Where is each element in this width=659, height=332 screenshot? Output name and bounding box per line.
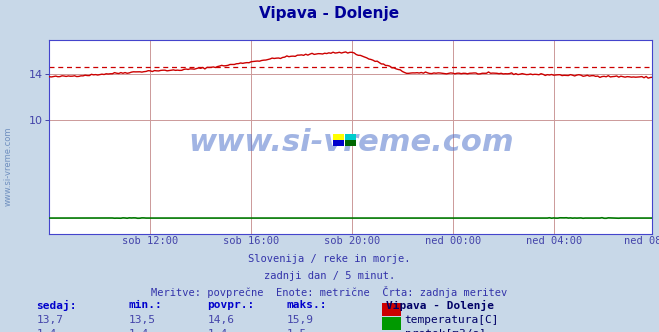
Text: www.si-vreme.com: www.si-vreme.com bbox=[4, 126, 13, 206]
Text: sob 16:00: sob 16:00 bbox=[223, 236, 279, 246]
Text: 13,7: 13,7 bbox=[36, 315, 63, 325]
Text: pretok[m3/s]: pretok[m3/s] bbox=[405, 329, 486, 332]
Text: ned 00:00: ned 00:00 bbox=[424, 236, 481, 246]
Text: sob 12:00: sob 12:00 bbox=[122, 236, 179, 246]
Text: 13,5: 13,5 bbox=[129, 315, 156, 325]
Text: Meritve: povprečne  Enote: metrične  Črta: zadnja meritev: Meritve: povprečne Enote: metrične Črta:… bbox=[152, 286, 507, 297]
Text: Vipava - Dolenje: Vipava - Dolenje bbox=[260, 6, 399, 21]
Text: povpr.:: povpr.: bbox=[208, 300, 255, 310]
Text: maks.:: maks.: bbox=[287, 300, 327, 310]
Text: 15,9: 15,9 bbox=[287, 315, 314, 325]
Text: ned 04:00: ned 04:00 bbox=[525, 236, 582, 246]
Text: 14,6: 14,6 bbox=[208, 315, 235, 325]
Text: Slovenija / reke in morje.: Slovenija / reke in morje. bbox=[248, 254, 411, 264]
Text: 1,4: 1,4 bbox=[129, 329, 149, 332]
Text: zadnji dan / 5 minut.: zadnji dan / 5 minut. bbox=[264, 271, 395, 281]
Text: 1,5: 1,5 bbox=[287, 329, 307, 332]
Text: Vipava - Dolenje: Vipava - Dolenje bbox=[386, 300, 494, 311]
Text: sob 20:00: sob 20:00 bbox=[324, 236, 380, 246]
Text: temperatura[C]: temperatura[C] bbox=[405, 315, 499, 325]
Text: sedaj:: sedaj: bbox=[36, 300, 76, 311]
Text: min.:: min.: bbox=[129, 300, 162, 310]
Text: www.si-vreme.com: www.si-vreme.com bbox=[188, 128, 514, 157]
Text: 1,4: 1,4 bbox=[36, 329, 57, 332]
Text: 1,4: 1,4 bbox=[208, 329, 228, 332]
Text: ned 08:00: ned 08:00 bbox=[624, 236, 659, 246]
